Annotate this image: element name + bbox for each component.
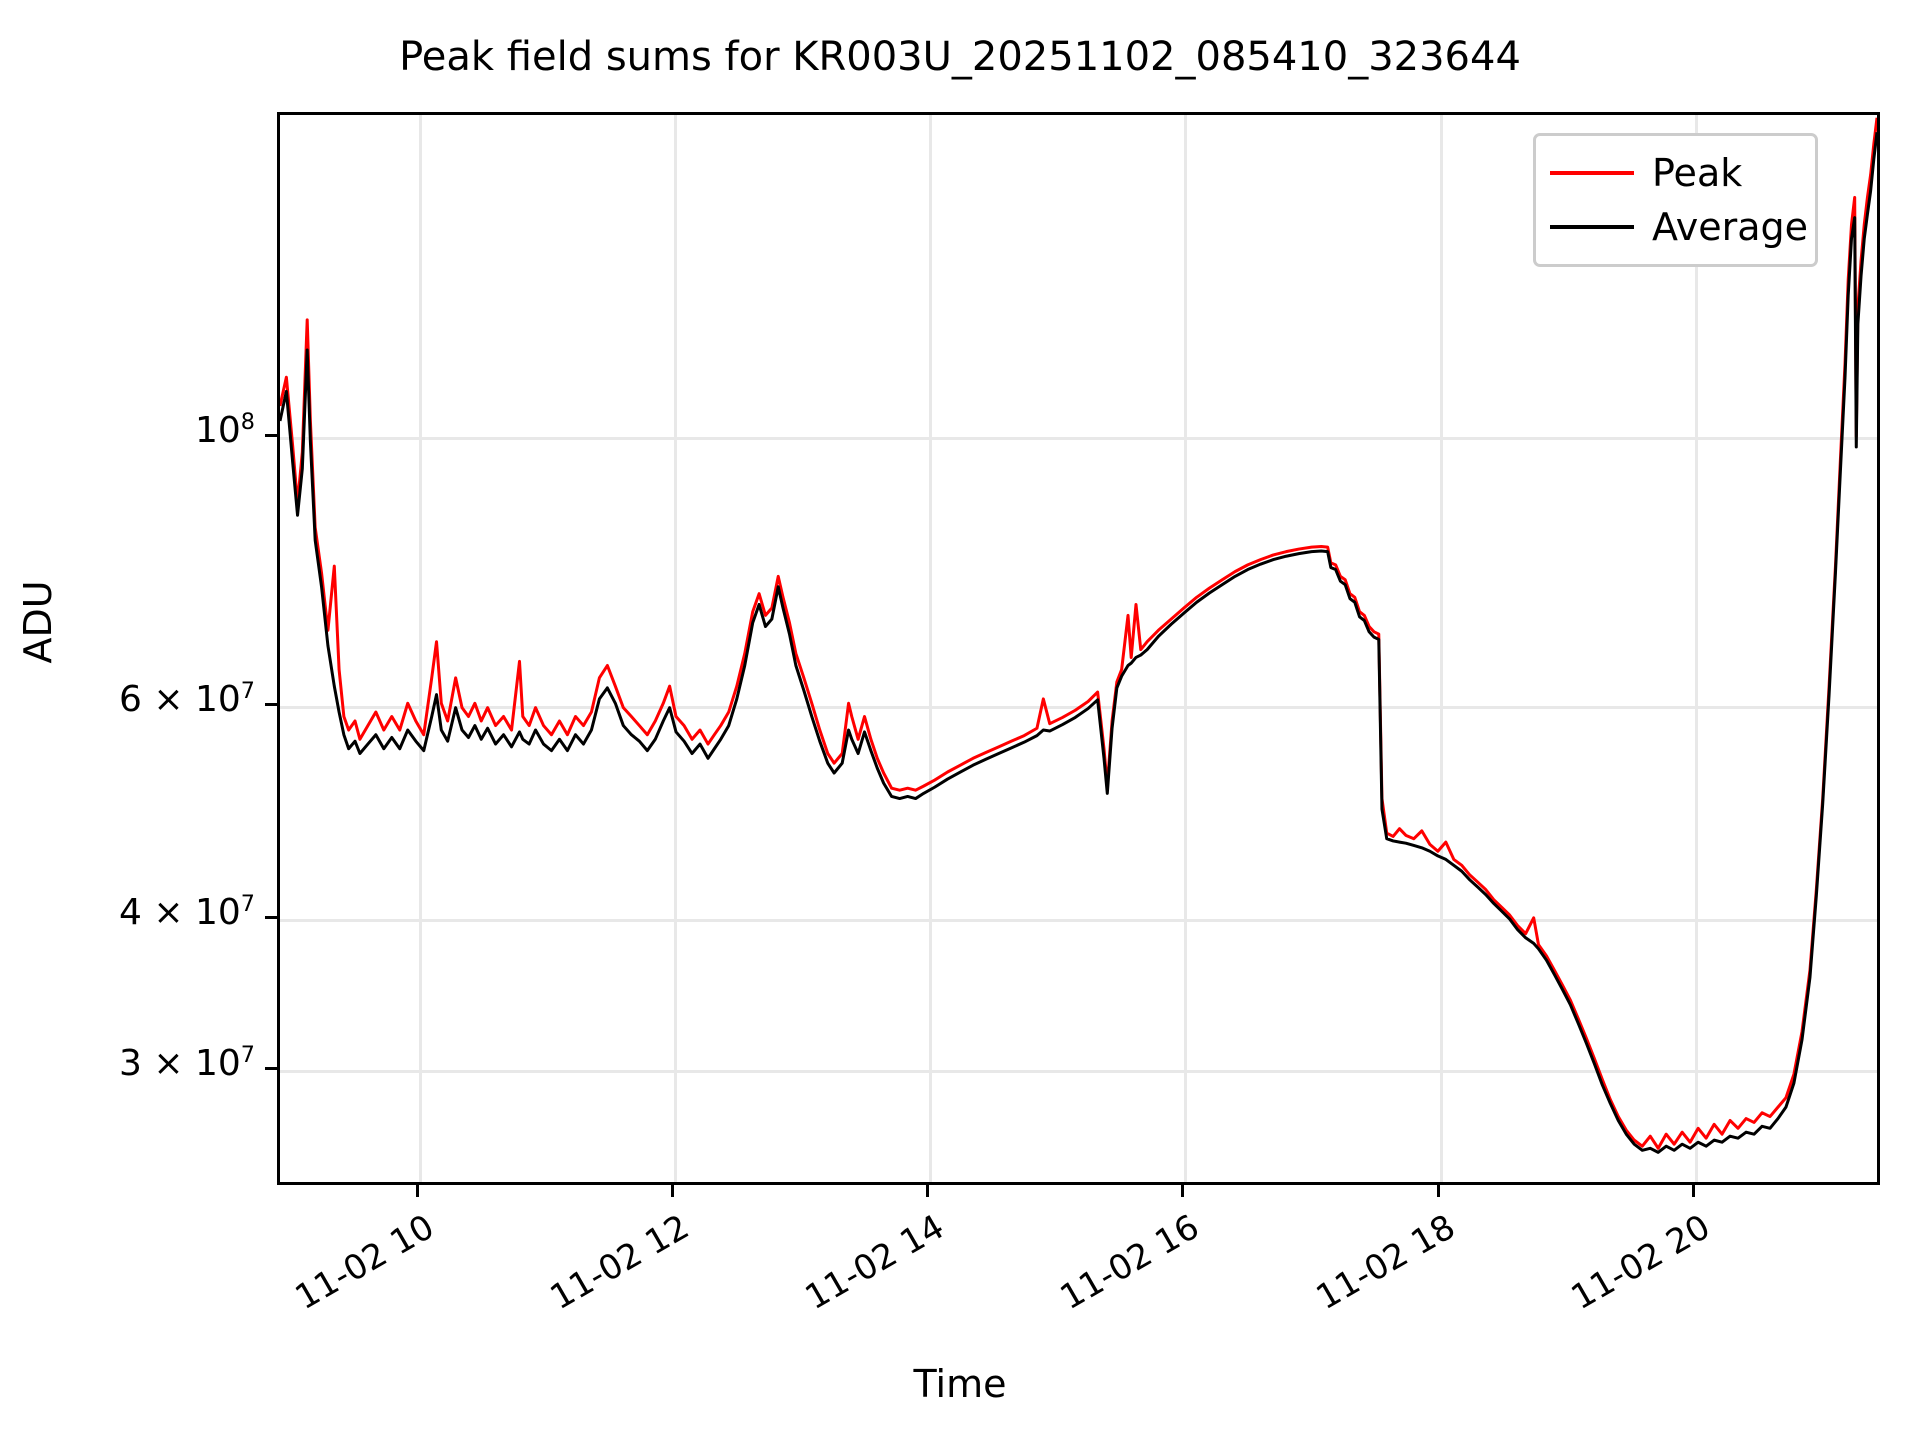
x-tick-label: 11-02 14 [798, 1207, 952, 1319]
x-tick-label: 11-02 10 [288, 1207, 442, 1319]
y-tick-mark [265, 702, 277, 706]
gridline-vertical [929, 115, 933, 1182]
gridline-horizontal [280, 437, 1877, 441]
y-axis-label: ADU [16, 580, 60, 664]
x-tick-label: 11-02 20 [1564, 1207, 1717, 1319]
x-tick-label: 11-02 16 [1053, 1207, 1207, 1319]
x-axis-label: Time [913, 1362, 1007, 1406]
legend-item-peak[interactable]: Peak [1550, 146, 1801, 200]
x-tick-mark [1181, 1185, 1185, 1197]
series-line-average [280, 132, 1877, 1152]
plot-area [277, 112, 1880, 1185]
x-tick-mark [926, 1185, 930, 1197]
y-tick-mark [265, 1066, 277, 1070]
y-tick-label: 6 × 107 [119, 677, 255, 720]
gridline-vertical [674, 115, 678, 1182]
x-tick-mark [1436, 1185, 1440, 1197]
legend-item-average[interactable]: Average [1550, 200, 1808, 254]
gridline-vertical [1694, 115, 1698, 1182]
gridline-vertical [419, 115, 423, 1182]
x-tick-label: 11-02 12 [543, 1207, 697, 1319]
chart-title: Peak field sums for KR003U_20251102_0854… [399, 34, 1521, 80]
gridline-vertical [1184, 115, 1188, 1182]
y-tick-label: 4 × 107 [119, 890, 255, 933]
y-tick-mark [265, 915, 277, 919]
y-tick-label: 3 × 107 [119, 1041, 255, 1084]
gridline-horizontal [280, 918, 1877, 922]
legend-label: Peak [1652, 151, 1743, 195]
y-tick-label: 108 [194, 409, 255, 452]
legend-swatch-average [1550, 225, 1634, 229]
gridline-horizontal [280, 1069, 1877, 1073]
x-tick-label: 11-02 18 [1309, 1207, 1462, 1319]
legend-label: Average [1652, 205, 1809, 249]
gridline-vertical [1439, 115, 1443, 1182]
x-tick-mark [416, 1185, 420, 1197]
x-tick-mark [1691, 1185, 1695, 1197]
series-layer [280, 115, 1877, 1182]
series-line-peak [280, 118, 1877, 1149]
legend-swatch-peak [1550, 171, 1634, 175]
x-tick-mark [671, 1185, 675, 1197]
y-tick-mark [265, 434, 277, 438]
chart-legend[interactable]: Peak Average [1533, 133, 1818, 267]
